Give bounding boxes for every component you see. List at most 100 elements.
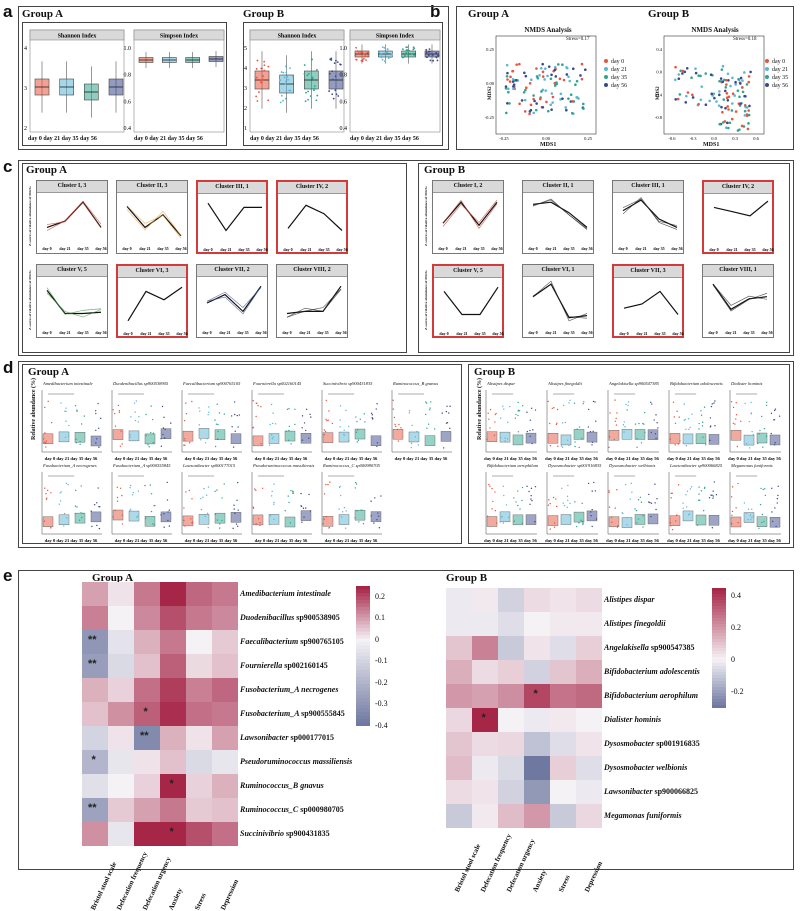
x-tick-label: day 0 (439, 331, 448, 336)
heatmap-cell (550, 780, 576, 804)
data-point (98, 427, 100, 429)
row-genus: Alistipes (604, 619, 635, 628)
data-point (93, 504, 96, 506)
data-point (517, 414, 519, 417)
heatmap-cell (446, 612, 472, 636)
data-point (431, 53, 434, 56)
species-box (322, 432, 334, 443)
significance-star: ** (88, 658, 97, 670)
data-point (425, 56, 428, 58)
x-tick-label: day 56 (581, 330, 592, 335)
data-point (521, 499, 523, 502)
row-genus: Fusobacterium_A (240, 685, 302, 694)
heatmap-cell (82, 702, 108, 726)
x-axis-label: day 0 day 21 day 35 day 56 (545, 538, 598, 543)
data-point (656, 422, 658, 424)
data-point (711, 403, 713, 405)
data-point (206, 437, 208, 440)
x-tick-label: day 56 (335, 330, 346, 335)
nmds-point (721, 64, 725, 68)
data-point (361, 51, 364, 54)
data-point (392, 408, 395, 410)
data-point (233, 401, 236, 403)
data-point (232, 527, 234, 530)
nmds-point (529, 78, 533, 82)
data-point (232, 446, 235, 448)
heatmap-cell (186, 678, 212, 702)
heatmap-cell (82, 606, 108, 630)
row-species: gnavus (300, 781, 324, 790)
species-box (214, 429, 226, 440)
data-point (530, 487, 533, 490)
nmds-point (725, 121, 729, 125)
x-axis-label: day 0 day 21 day 35 day 56 (395, 456, 448, 461)
significance-star: ** (140, 730, 149, 742)
data-point (273, 503, 275, 506)
x-axis-label: day 0 day 21 day 35 day 56 (606, 538, 659, 543)
data-point (313, 87, 316, 90)
data-point (689, 426, 691, 429)
panel-a-group-a-title: Group A (22, 8, 64, 20)
species-box (338, 514, 350, 525)
data-point (270, 495, 273, 497)
data-point (556, 408, 559, 411)
data-point (323, 429, 326, 431)
significance-star: * (143, 706, 148, 718)
cluster-line-chart: day 0 day 21 day 35 day 56 (618, 197, 683, 251)
data-point (237, 509, 239, 511)
heatmap-cell (212, 606, 238, 630)
data-point (496, 522, 498, 524)
species-box (682, 433, 694, 445)
x-tick-label: day 56 (492, 331, 503, 336)
data-point (371, 416, 373, 419)
data-point (375, 408, 377, 410)
cluster-plot: Cluster VI, 1 day 0 day 21 day 35 day 56 (522, 264, 594, 338)
panel-d-ga-ylabel: Relative abundance (%) (31, 378, 37, 440)
data-point (428, 50, 431, 53)
row-label: Dysosmobacter welbionis (604, 763, 687, 772)
data-point (326, 419, 328, 422)
data-point (698, 493, 700, 495)
data-point (562, 502, 564, 504)
data-point (183, 519, 185, 522)
nmds-point (553, 68, 557, 72)
colorbar-step (356, 670, 370, 674)
colorbar-step (356, 652, 370, 657)
data-point (363, 413, 365, 415)
colorbar-step (356, 666, 370, 671)
colorbar-tick: 0.4 (731, 591, 741, 600)
data-point (160, 445, 163, 447)
data-point (569, 514, 571, 516)
row-species: necrogenes (301, 685, 339, 694)
data-point (80, 512, 82, 514)
nmds-point (553, 84, 557, 87)
data-point (710, 405, 713, 408)
cluster-trend-line (532, 199, 588, 229)
data-point (303, 422, 306, 424)
species-box (621, 517, 633, 528)
data-point (99, 506, 101, 508)
data-point (255, 415, 257, 418)
data-point (517, 410, 519, 412)
data-point (207, 406, 210, 408)
subplot-title: Simpson Index (376, 34, 414, 40)
data-point (269, 423, 271, 426)
species-title: Succinivibrio sp900431835 (323, 381, 373, 386)
species-box (647, 429, 659, 440)
colorbar-tick: -0.2 (731, 687, 744, 696)
significance-star: * (169, 778, 174, 790)
heatmap-cell (160, 582, 186, 606)
subplot-header (249, 29, 345, 41)
data-point (626, 524, 628, 526)
data-point (682, 507, 684, 510)
species-box (58, 431, 70, 443)
y-tick-label: 3 (24, 86, 27, 92)
data-point (361, 60, 364, 62)
cluster-trend-line (127, 286, 183, 322)
significance-star: ** (88, 802, 97, 814)
data-point (309, 95, 312, 97)
nmds-point (745, 106, 749, 109)
nmds-point (532, 111, 536, 115)
data-point (121, 443, 123, 445)
data-point (515, 501, 517, 503)
